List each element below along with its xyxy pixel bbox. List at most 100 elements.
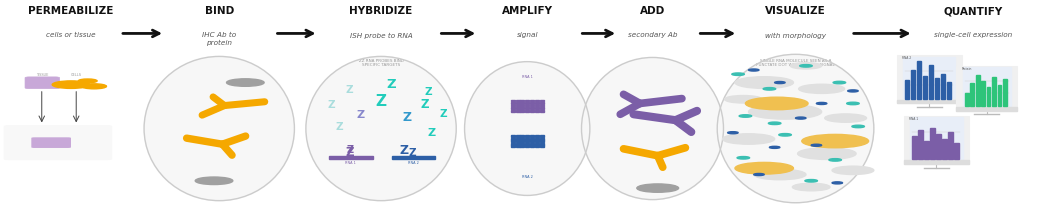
Bar — [930, 128, 934, 159]
Text: QUANTIFY: QUANTIFY — [944, 6, 1002, 16]
Circle shape — [725, 96, 762, 103]
Bar — [525, 110, 529, 112]
Circle shape — [78, 79, 97, 83]
Bar — [923, 76, 927, 99]
Bar — [956, 107, 1017, 111]
Circle shape — [728, 132, 738, 134]
Bar — [997, 85, 1001, 106]
Text: Z: Z — [427, 128, 435, 138]
Ellipse shape — [582, 57, 723, 200]
Bar — [525, 135, 529, 137]
Bar — [525, 138, 529, 140]
Bar — [540, 102, 544, 104]
Bar — [965, 93, 969, 106]
Circle shape — [847, 102, 859, 105]
Bar — [535, 104, 539, 106]
Circle shape — [799, 84, 845, 93]
Text: Z: Z — [335, 122, 343, 133]
Bar — [525, 104, 529, 106]
Bar — [520, 145, 524, 147]
Circle shape — [754, 169, 806, 180]
Text: RNA 2: RNA 2 — [902, 56, 911, 60]
Circle shape — [805, 180, 817, 182]
FancyBboxPatch shape — [897, 55, 962, 103]
Circle shape — [833, 81, 846, 84]
Text: RNA 2: RNA 2 — [522, 175, 532, 179]
Bar — [530, 110, 535, 112]
Bar — [530, 104, 535, 106]
Circle shape — [52, 81, 90, 88]
Bar — [904, 160, 969, 164]
Circle shape — [798, 148, 856, 159]
Bar — [992, 77, 996, 106]
Bar — [530, 140, 535, 142]
Text: Z: Z — [424, 87, 432, 97]
Circle shape — [735, 162, 793, 174]
Bar — [525, 99, 529, 101]
Bar — [535, 107, 539, 109]
Circle shape — [227, 79, 264, 86]
Bar — [516, 99, 520, 101]
Bar — [520, 135, 524, 137]
Bar — [535, 138, 539, 140]
Text: HYBRIDIZE: HYBRIDIZE — [350, 6, 412, 16]
Bar — [516, 138, 520, 140]
Ellipse shape — [465, 62, 590, 195]
Text: ZZ RNA PROBES BIND
SPECIFIC TARGETS: ZZ RNA PROBES BIND SPECIFIC TARGETS — [359, 59, 403, 67]
Circle shape — [796, 117, 806, 119]
Circle shape — [722, 134, 775, 144]
Bar — [535, 145, 539, 147]
Bar — [511, 102, 515, 104]
Bar — [511, 110, 515, 112]
Circle shape — [848, 90, 858, 92]
Bar — [511, 145, 515, 147]
Bar — [511, 135, 515, 137]
Bar — [925, 141, 929, 159]
Text: Z: Z — [376, 94, 386, 109]
Text: single-cell expression: single-cell expression — [934, 32, 1012, 38]
Bar — [535, 110, 539, 112]
Bar — [929, 65, 933, 99]
Text: Protein: Protein — [962, 66, 972, 71]
Bar — [535, 102, 539, 104]
Bar — [530, 99, 535, 101]
Ellipse shape — [717, 54, 874, 203]
Bar — [530, 107, 535, 109]
Bar — [903, 57, 955, 98]
Text: Z: Z — [327, 99, 335, 110]
Bar — [525, 107, 529, 109]
Circle shape — [800, 65, 812, 67]
Circle shape — [825, 114, 867, 122]
Bar — [516, 104, 520, 106]
Text: Z: Z — [346, 85, 354, 95]
Text: Z: Z — [440, 109, 448, 119]
Circle shape — [735, 77, 793, 88]
Bar — [516, 135, 520, 137]
Bar — [511, 138, 515, 140]
Text: Z: Z — [347, 145, 353, 155]
Circle shape — [732, 73, 744, 75]
Bar — [329, 156, 373, 159]
Circle shape — [816, 102, 827, 104]
Bar — [540, 138, 544, 140]
Bar — [535, 143, 539, 145]
Bar — [516, 102, 520, 104]
Bar — [941, 74, 946, 99]
FancyBboxPatch shape — [956, 66, 1017, 111]
Text: Z: Z — [346, 146, 354, 159]
Bar — [511, 104, 515, 106]
Bar — [530, 102, 535, 104]
Bar — [511, 140, 515, 142]
Bar — [525, 143, 529, 145]
Bar — [943, 139, 947, 159]
Circle shape — [769, 146, 780, 148]
Bar — [520, 99, 524, 101]
Circle shape — [775, 82, 785, 84]
Bar — [975, 75, 979, 106]
Text: Z: Z — [400, 144, 408, 157]
Bar — [520, 143, 524, 145]
Bar — [910, 117, 963, 159]
Circle shape — [811, 144, 822, 146]
Text: TISSUE: TISSUE — [35, 73, 48, 77]
Circle shape — [832, 166, 874, 175]
